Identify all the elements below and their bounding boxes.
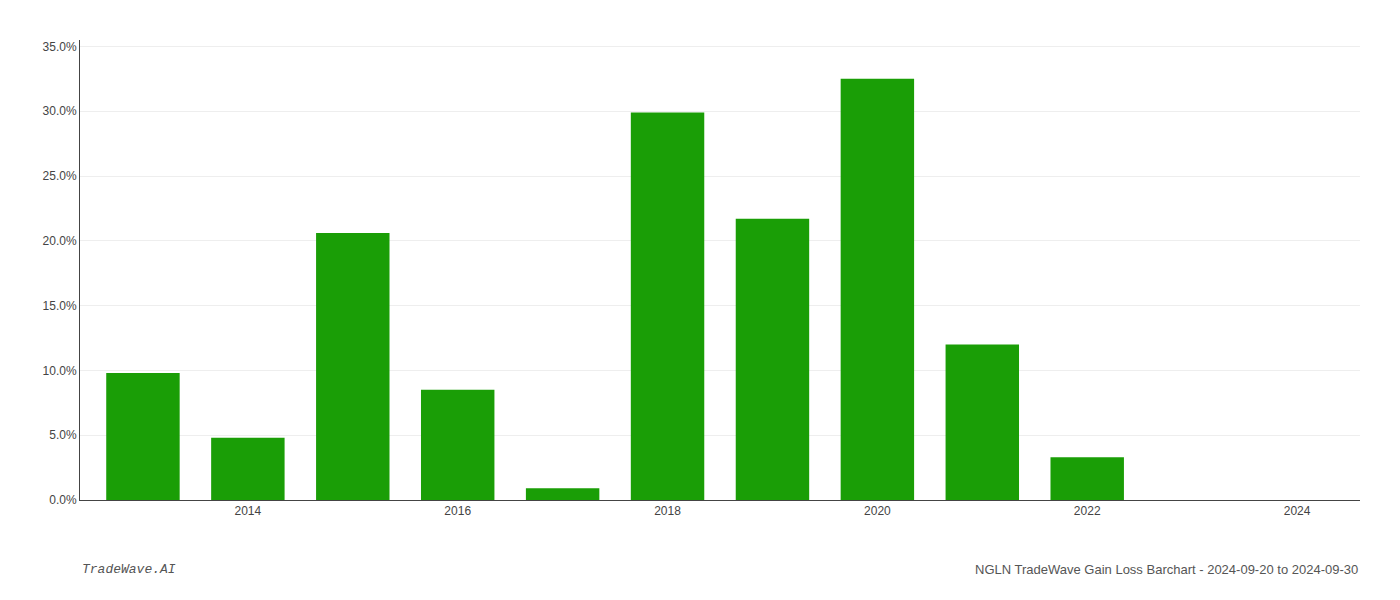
svg-text:15.0%: 15.0% [43,299,77,313]
svg-text:25.0%: 25.0% [43,169,77,183]
svg-text:5.0%: 5.0% [49,428,77,442]
svg-text:NGLN TradeWave Gain Loss Barch: NGLN TradeWave Gain Loss Barchart - 2024… [975,562,1358,577]
svg-text:10.0%: 10.0% [43,364,77,378]
svg-text:0.0%: 0.0% [49,493,77,507]
svg-text:2018: 2018 [654,504,681,518]
svg-text:2016: 2016 [444,504,471,518]
svg-text:20.0%: 20.0% [43,234,77,248]
svg-text:TradeWave.AI: TradeWave.AI [82,562,176,577]
svg-text:35.0%: 35.0% [43,40,77,54]
svg-text:2020: 2020 [864,504,891,518]
svg-text:2022: 2022 [1074,504,1101,518]
svg-text:30.0%: 30.0% [43,104,77,118]
svg-text:2024: 2024 [1284,504,1311,518]
svg-text:2014: 2014 [235,504,262,518]
